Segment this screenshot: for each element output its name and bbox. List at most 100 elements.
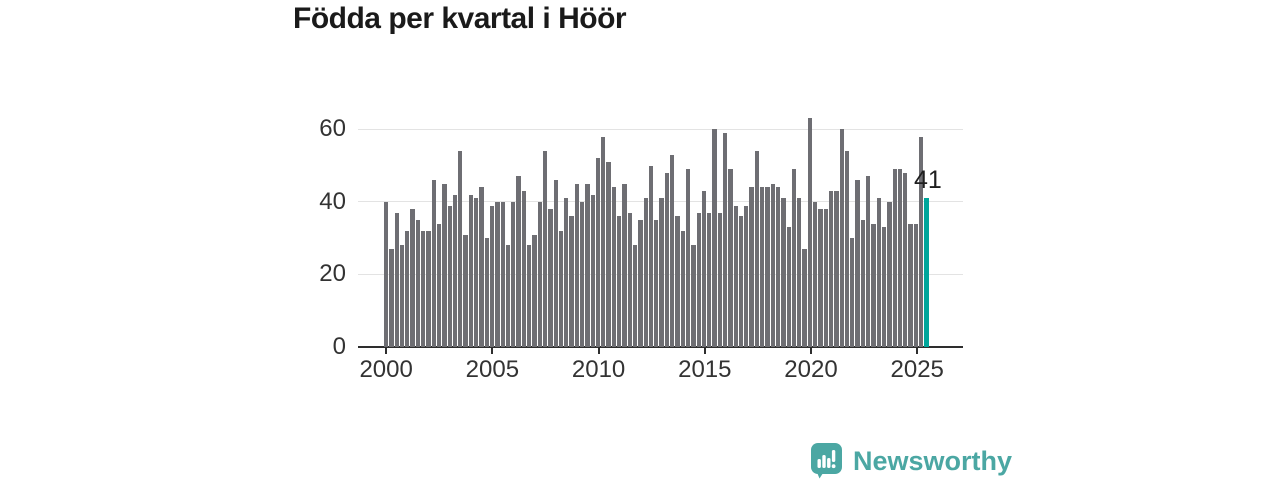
bar (844, 151, 850, 347)
bar (775, 187, 781, 347)
bar (468, 194, 474, 347)
bar (442, 183, 447, 347)
bar (738, 216, 744, 347)
y-tick-label: 20 (319, 260, 346, 288)
bar (601, 136, 606, 347)
bar (675, 216, 680, 347)
y-tick-label: 0 (332, 333, 346, 360)
gridline (358, 128, 963, 130)
bar (527, 245, 532, 347)
bar (622, 183, 627, 347)
bar-value-annotation: 41 (913, 166, 942, 195)
bar (680, 230, 685, 347)
bar (685, 169, 691, 347)
bar (638, 220, 643, 347)
bar (834, 191, 839, 347)
bar (511, 201, 516, 347)
x-tick-label: 2005 (465, 356, 520, 383)
bar (897, 169, 903, 347)
bar (712, 129, 717, 347)
bar (754, 151, 760, 347)
bar (553, 180, 558, 347)
bar (495, 201, 500, 347)
bar (818, 209, 823, 347)
bar (574, 183, 579, 347)
bar (760, 187, 765, 347)
bar (723, 132, 728, 347)
highlighted-bar (924, 198, 929, 347)
bar (659, 198, 664, 347)
bars-container (384, 109, 930, 347)
bar (707, 212, 712, 347)
bar (643, 198, 648, 347)
bar (876, 198, 881, 347)
bar (617, 216, 622, 347)
bar (426, 230, 431, 347)
bar (590, 194, 595, 347)
x-tick-label: 2000 (359, 356, 413, 383)
bar (595, 158, 601, 347)
bar (500, 201, 505, 347)
bar (564, 198, 569, 347)
bar (389, 249, 394, 347)
bar (717, 212, 722, 347)
bar (415, 220, 421, 347)
bar (421, 230, 426, 347)
bar (627, 212, 632, 347)
bar (505, 245, 511, 347)
bar (410, 209, 415, 347)
bar (654, 220, 659, 347)
x-axis-tick (597, 347, 600, 354)
bar (701, 191, 707, 347)
newsworthy-logo-text: Newsworthy (853, 445, 1013, 476)
bar (749, 187, 754, 347)
bar (839, 129, 844, 347)
bar (463, 234, 468, 347)
bar (765, 187, 770, 347)
x-tick-label: 2020 (784, 356, 838, 383)
bar (913, 223, 918, 347)
x-tick-label: 2015 (678, 356, 732, 383)
bar (606, 161, 611, 347)
bar (881, 227, 887, 347)
bar (632, 245, 638, 347)
bar (648, 165, 654, 347)
bar (532, 234, 537, 347)
x-axis-tick (385, 347, 388, 354)
bar (696, 212, 701, 347)
bar (728, 169, 733, 347)
x-tick-label: 2025 (890, 356, 944, 383)
bar (484, 238, 489, 347)
bar (791, 169, 797, 347)
chart-title: Födda per kvartal i Höör (293, 2, 627, 35)
bar (431, 180, 436, 347)
x-axis-tick (703, 347, 706, 354)
bar (405, 230, 410, 347)
bar (458, 151, 463, 347)
y-tick-label: 40 (319, 187, 346, 215)
bar (887, 201, 892, 347)
bar (516, 176, 521, 347)
x-axis-tick (810, 347, 812, 354)
bar (866, 176, 871, 347)
bar (691, 245, 696, 347)
bar (871, 223, 876, 347)
bar (744, 205, 749, 347)
bar (489, 205, 495, 347)
bar (860, 220, 866, 347)
x-axis-tick (916, 347, 919, 354)
bar (908, 223, 913, 347)
bar (579, 201, 585, 347)
x-axis-line (358, 346, 963, 348)
bar (802, 249, 807, 347)
bar (781, 198, 786, 347)
bar (394, 212, 399, 347)
bar (855, 180, 860, 347)
bar (828, 191, 834, 347)
bar (537, 201, 542, 347)
bar (542, 151, 548, 347)
bar (585, 183, 590, 347)
bar (479, 187, 484, 347)
bar (786, 227, 791, 347)
